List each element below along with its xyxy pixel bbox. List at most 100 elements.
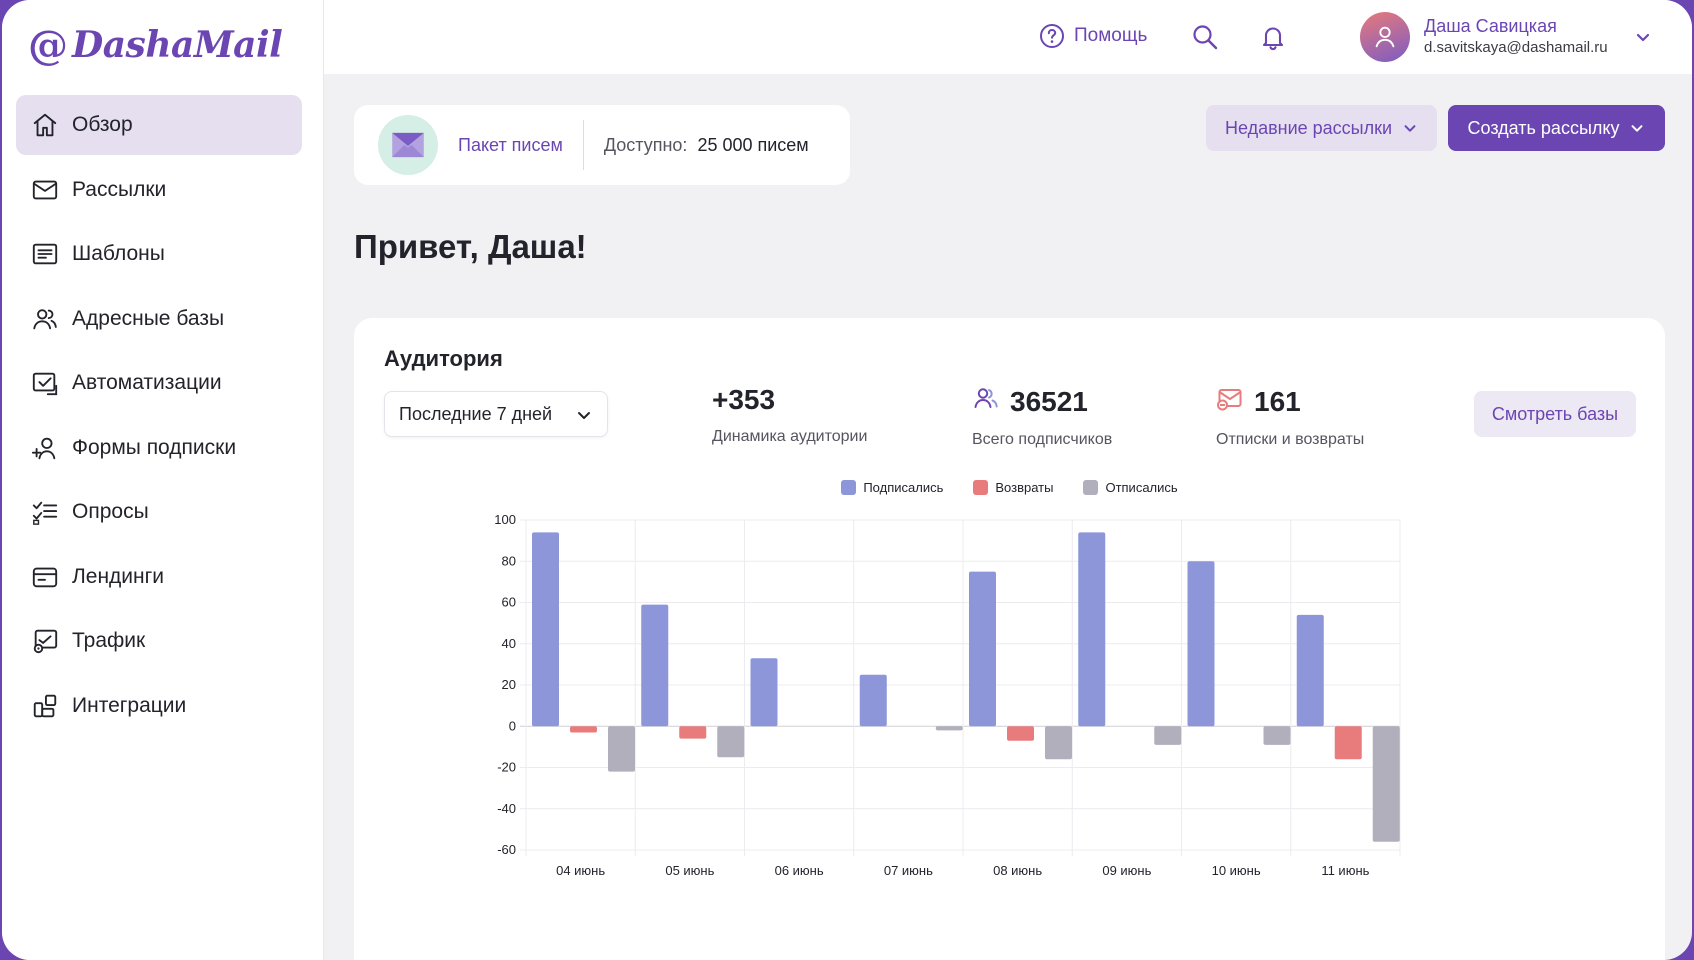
- x-tick-label: 10 июнь: [1212, 863, 1261, 878]
- y-tick-label: 80: [502, 553, 516, 568]
- logo[interactable]: @ DashaMail: [28, 20, 283, 70]
- y-tick-label: 40: [502, 636, 516, 651]
- recent-campaigns-label: Недавние рассылки: [1224, 117, 1393, 138]
- legend-item[interactable]: Возвраты: [973, 480, 1053, 495]
- stat-value-row: 36521: [972, 384, 1112, 419]
- sidebar: @ DashaMail Обзор Рассылки Шаблоны Адресные…: [2, 0, 324, 960]
- create-campaign-button[interactable]: Создать рассылку: [1448, 105, 1665, 151]
- sidebar-item-survey[interactable]: Опросы: [16, 482, 302, 542]
- y-tick-label: 60: [502, 595, 516, 610]
- chevron-down-icon: [1632, 125, 1643, 132]
- sidebar-item-label: Рассылки: [72, 177, 167, 201]
- integrations-icon: [30, 691, 60, 721]
- bar: [1372, 726, 1400, 842]
- sidebar-item-label: Трафик: [72, 629, 146, 652]
- unsubscribe-icon: [1216, 384, 1244, 419]
- stat-value: +353: [712, 384, 776, 415]
- bell-icon: [1262, 27, 1284, 51]
- legend-swatch: [841, 480, 857, 495]
- sidebar-item-home[interactable]: Обзор: [16, 95, 302, 155]
- sidebar-item-landing[interactable]: Лендинги: [16, 547, 302, 607]
- stat-unsubscribes-bounces: 161 Отписки и возвраты: [1216, 384, 1364, 449]
- bar: [1334, 726, 1362, 760]
- bar: [532, 532, 559, 727]
- avatar: [1360, 12, 1410, 62]
- sidebar-item-mail[interactable]: Рассылки: [16, 160, 302, 220]
- sidebar-item-label: Лендинги: [72, 564, 165, 588]
- audience-title: Аудитория: [384, 346, 503, 371]
- x-tick-label: 06 июнь: [775, 863, 824, 878]
- legend-swatch: [1083, 480, 1099, 495]
- audience-chart: Подписались Возвраты Отписались 100 80 60 40 2…: [354, 468, 1665, 960]
- letters-package-card: Пакет писем Доступно: 25 000 писем: [354, 105, 850, 185]
- chevron-down-icon: [1404, 125, 1416, 132]
- home-icon: [30, 110, 60, 140]
- available-value: 25 000 писем: [697, 134, 809, 155]
- landing-icon: [30, 562, 60, 592]
- x-tick-label: 07 июнь: [884, 863, 933, 878]
- sidebar-item-label: Формы подписки: [72, 435, 237, 459]
- traffic-icon: [30, 626, 60, 656]
- notifications-button[interactable]: [1258, 22, 1288, 52]
- stat-value-row: 161: [1216, 384, 1364, 419]
- user-menu[interactable]: Даша Савицкая d.savitskaya@dashamail.ru: [1360, 12, 1608, 62]
- subscribers-icon: [972, 384, 1000, 419]
- users-icon: [30, 304, 60, 334]
- x-tick-label: 08 июнь: [993, 863, 1042, 878]
- bar: [1154, 726, 1182, 745]
- view-bases-button[interactable]: Смотреть базы: [1474, 391, 1636, 437]
- recent-campaigns-button[interactable]: Недавние рассылки: [1206, 105, 1437, 151]
- legend-item[interactable]: Отписались: [1083, 480, 1178, 495]
- y-tick-label: -40: [497, 801, 516, 816]
- bar: [679, 726, 707, 739]
- legend-label: Возвраты: [995, 480, 1054, 495]
- period-select[interactable]: Последние 7 дней: [384, 391, 608, 437]
- x-tick-label: 05 июнь: [665, 863, 714, 878]
- search-icon: [1193, 25, 1218, 50]
- bar: [717, 726, 745, 758]
- sidebar-item-template[interactable]: Шаблоны: [16, 224, 302, 284]
- stat-value: 36521: [1010, 385, 1088, 417]
- survey-icon: [30, 497, 60, 527]
- mail-icon: [30, 175, 60, 205]
- bar: [1045, 726, 1072, 760]
- bar: [1187, 561, 1215, 727]
- sidebar-item-automation[interactable]: Автоматизации: [16, 353, 302, 413]
- x-tick-label: 11 июнь: [1321, 863, 1369, 878]
- bar: [1078, 532, 1106, 727]
- search-button[interactable]: [1190, 22, 1220, 52]
- page-title: Привет, Даша!: [354, 228, 587, 265]
- sidebar-item-label: Интеграции: [72, 693, 187, 717]
- y-tick-label: -20: [497, 760, 516, 775]
- stat-total-subscribers: 36521 Всего подписчиков: [972, 384, 1112, 449]
- chevron-down-icon: [578, 412, 590, 419]
- sidebar-item-traffic[interactable]: Трафик: [16, 611, 302, 671]
- sidebar-item-label: Автоматизации: [72, 371, 222, 394]
- legend-label: Подписались: [863, 480, 944, 495]
- sidebar-item-add-user[interactable]: Формы подписки: [16, 418, 302, 478]
- bar: [1007, 726, 1034, 741]
- x-tick-label: 04 июнь: [556, 863, 605, 878]
- chart-legend: Подписались Возвраты Отписались: [354, 480, 1665, 495]
- bar: [1263, 726, 1291, 745]
- sidebar-item-integrations[interactable]: Интеграции: [16, 676, 302, 736]
- sidebar-item-label: Адресные базы: [72, 306, 225, 330]
- bar-chart: 100 80 60 40 20 0 -20 -40 -60 04 июнь 05 июнь 06 ию…: [494, 512, 1401, 878]
- package-link[interactable]: Пакет писем: [458, 134, 563, 155]
- bar: [570, 726, 597, 733]
- chevron-down-icon[interactable]: [1632, 26, 1654, 48]
- envelope-icon: [378, 115, 438, 175]
- help-link[interactable]: Помощь: [1038, 22, 1147, 50]
- bar: [750, 658, 778, 727]
- stat-audience-dynamics: +353 Динамика аудитории: [712, 384, 867, 446]
- x-tick-label: 09 июнь: [1102, 863, 1151, 878]
- template-icon: [30, 239, 60, 269]
- user-email: d.savitskaya@dashamail.ru: [1424, 39, 1608, 56]
- legend-item[interactable]: Подписались: [841, 480, 943, 495]
- sidebar-item-users[interactable]: Адресные базы: [16, 289, 302, 349]
- legend-swatch: [973, 480, 989, 495]
- sidebar-nav: Обзор Рассылки Шаблоны Адресные базы Автомат…: [16, 95, 302, 740]
- sidebar-item-label: Опросы: [72, 500, 149, 523]
